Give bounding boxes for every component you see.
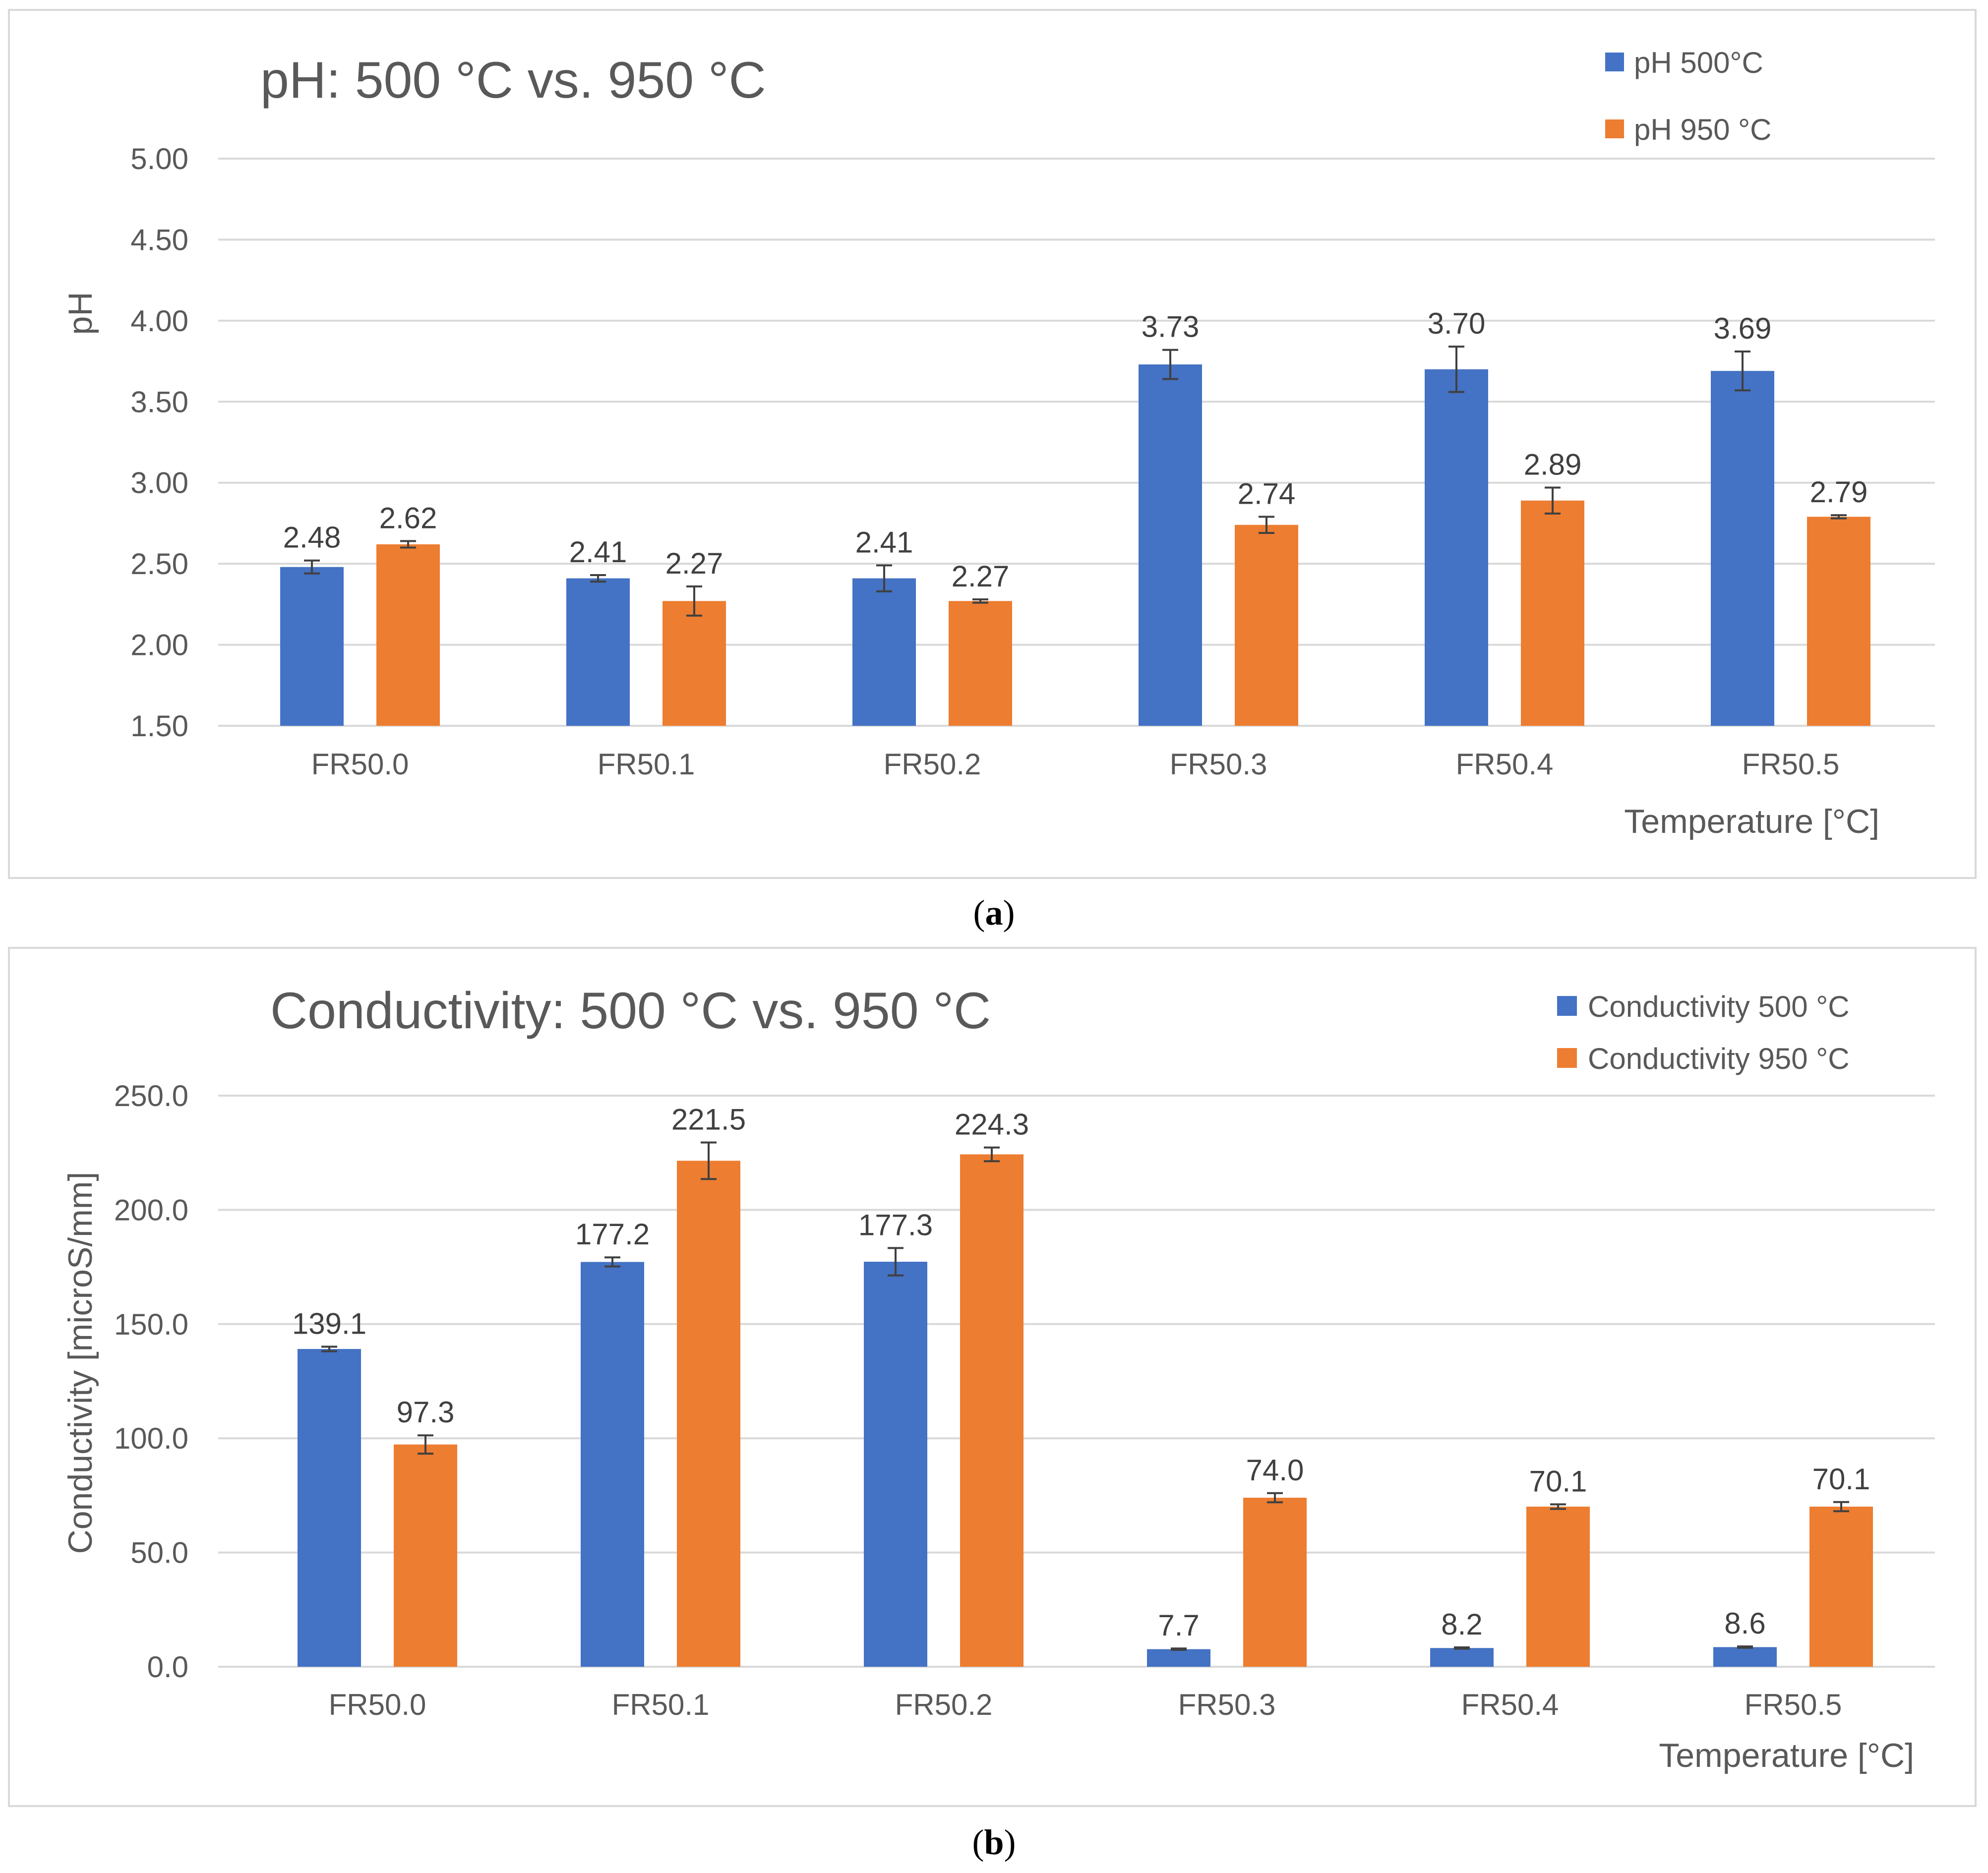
cond-bar-series1 — [1713, 1647, 1777, 1667]
cond-data-label: 70.1 — [1529, 1464, 1587, 1498]
ph-y-tick-label: 3.50 — [130, 385, 188, 418]
cond-data-label: 221.5 — [671, 1103, 746, 1136]
cond-data-label: 74.0 — [1246, 1454, 1304, 1487]
ph-data-label: 2.62 — [379, 501, 437, 534]
ph-data-label: 3.70 — [1428, 307, 1486, 340]
ph-data-label: 2.79 — [1810, 475, 1868, 509]
cond-category-label: FR50.2 — [895, 1688, 993, 1721]
cond-category-label: FR50.5 — [1745, 1688, 1842, 1721]
cond-y-axis-label: Conductivity [microS/mm] — [61, 1172, 99, 1554]
cond-data-label: 7.7 — [1158, 1609, 1199, 1642]
cond-bar-series1 — [298, 1349, 361, 1667]
ph-legend-label: pH 950 °C — [1634, 113, 1771, 146]
ph-y-tick-label: 4.50 — [130, 223, 188, 256]
cond-bar-series1 — [1147, 1649, 1210, 1667]
cond-data-label: 224.3 — [955, 1108, 1029, 1141]
cond-bar-series2 — [1243, 1498, 1307, 1667]
ph-y-tick-label: 2.00 — [130, 629, 188, 662]
ph-y-tick-label: 2.50 — [130, 547, 188, 581]
cond-category-label: FR50.3 — [1178, 1688, 1276, 1721]
cond-y-tick-label: 50.0 — [130, 1536, 188, 1570]
cond-chart-title: Conductivity: 500 °C vs. 950 °C — [270, 982, 991, 1040]
ph-legend-swatch — [1605, 119, 1624, 138]
ph-category-label: FR50.2 — [884, 748, 981, 781]
cond-bar-series2 — [1526, 1506, 1590, 1667]
ph-data-label: 3.73 — [1142, 310, 1200, 344]
conductivity-chart-panel: 0.0 50.0 100.0 150.0 200.0 250.0 Conductivity:… — [8, 947, 1977, 1807]
cond-data-label: 8.6 — [1724, 1607, 1765, 1640]
ph-data-label: 2.89 — [1524, 448, 1582, 481]
ph-bar-series1 — [852, 578, 916, 726]
ph-bar-series2 — [949, 601, 1012, 726]
cond-data-label: 8.2 — [1441, 1608, 1482, 1641]
caption-a: (a) — [973, 893, 1015, 933]
ph-data-label: 2.41 — [855, 526, 913, 559]
ph-bar-series2 — [1521, 500, 1584, 726]
ph-category-label: FR50.5 — [1742, 748, 1840, 781]
ph-bar-series1 — [566, 578, 630, 726]
caption-b: (b) — [972, 1822, 1016, 1862]
ph-x-axis-label: Temperature [°C] — [1624, 803, 1879, 840]
cond-legend-swatch — [1557, 1048, 1577, 1068]
cond-bar-series1 — [864, 1262, 927, 1667]
cond-category-label: FR50.1 — [612, 1688, 710, 1721]
cond-y-tick-label: 100.0 — [114, 1422, 188, 1455]
cond-y-tick-label: 150.0 — [114, 1308, 188, 1341]
ph-data-label: 2.74 — [1238, 477, 1296, 510]
cond-data-label: 177.2 — [575, 1218, 650, 1251]
ph-bar-series1 — [1425, 369, 1488, 726]
ph-chart: 1.50 2.00 2.50 3.00 3.50 4.00 4.50 5.00 pH: 500 … — [61, 46, 1935, 840]
ph-bar-series2 — [1807, 517, 1870, 726]
cond-legend-label: Conductivity 950 °C — [1588, 1042, 1850, 1075]
ph-y-tick-label: 5.00 — [130, 142, 188, 176]
cond-bar-series2 — [394, 1444, 457, 1667]
ph-category-label: FR50.4 — [1456, 748, 1554, 781]
ph-legend-label: pH 500°C — [1634, 46, 1763, 79]
cond-bar-series1 — [1430, 1648, 1494, 1667]
ph-legend-swatch — [1605, 53, 1624, 71]
ph-data-label: 2.27 — [952, 560, 1010, 593]
cond-bar-series2 — [960, 1154, 1024, 1667]
conductivity-chart: 0.0 50.0 100.0 150.0 200.0 250.0 Conductivity:… — [61, 982, 1935, 1774]
ph-category-label: FR50.1 — [598, 748, 695, 781]
ph-bar-series2 — [376, 544, 440, 726]
cond-y-tick-label: 200.0 — [114, 1193, 188, 1227]
ph-data-label: 3.69 — [1714, 312, 1772, 345]
ph-data-label: 2.48 — [283, 521, 341, 554]
ph-bar-series1 — [1139, 364, 1202, 726]
cond-bar-series1 — [581, 1262, 644, 1667]
cond-legend-label: Conductivity 500 °C — [1588, 990, 1850, 1023]
cond-category-label: FR50.4 — [1461, 1688, 1559, 1721]
ph-category-label: FR50.0 — [311, 748, 409, 781]
cond-bar-series2 — [677, 1161, 740, 1667]
ph-chart-panel: 1.50 2.00 2.50 3.00 3.50 4.00 4.50 5.00 pH: 500 … — [8, 9, 1977, 879]
ph-y-tick-label: 3.00 — [130, 467, 188, 500]
ph-chart-title: pH: 500 °C vs. 950 °C — [260, 52, 766, 109]
cond-data-label: 97.3 — [397, 1396, 455, 1429]
ph-bar-series2 — [663, 601, 726, 726]
ph-y-tick-label: 1.50 — [130, 709, 188, 743]
cond-x-axis-label: Temperature [°C] — [1659, 1737, 1914, 1774]
ph-category-label: FR50.3 — [1170, 748, 1267, 781]
cond-legend-swatch — [1557, 996, 1577, 1016]
cond-data-label: 139.1 — [292, 1307, 366, 1340]
ph-data-label: 2.41 — [569, 535, 627, 569]
cond-category-label: FR50.0 — [329, 1688, 426, 1721]
ph-y-axis-label: pH — [61, 292, 99, 335]
cond-bar-series2 — [1809, 1506, 1873, 1667]
ph-data-label: 2.27 — [665, 547, 723, 580]
ph-bar-series2 — [1235, 525, 1298, 726]
ph-bar-series1 — [280, 567, 344, 726]
cond-data-label: 177.3 — [858, 1208, 933, 1241]
cond-y-tick-label: 0.0 — [147, 1650, 188, 1684]
ph-bar-series1 — [1711, 371, 1774, 726]
cond-y-tick-label: 250.0 — [114, 1079, 188, 1112]
cond-data-label: 70.1 — [1812, 1463, 1870, 1496]
ph-y-tick-label: 4.00 — [130, 304, 188, 338]
